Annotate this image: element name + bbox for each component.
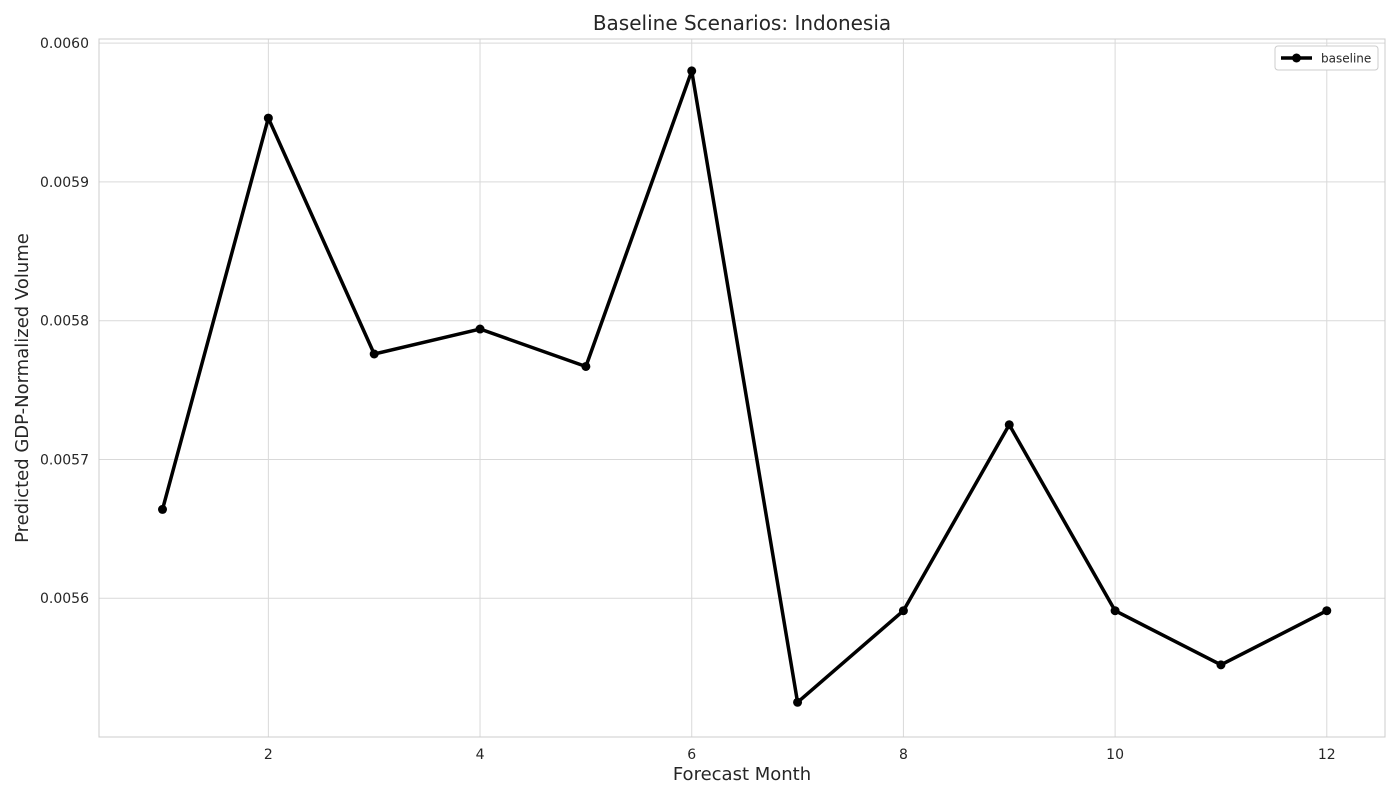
x-axis-title: Forecast Month: [673, 764, 811, 785]
legend: baseline: [1274, 45, 1379, 71]
x-tick-label: 4: [476, 747, 485, 763]
y-tick-label: 0.0056: [40, 591, 89, 607]
data-point: [263, 113, 273, 123]
data-point: [1322, 606, 1332, 616]
x-tick-label: 12: [1318, 747, 1336, 763]
data-point: [1004, 420, 1014, 430]
y-tick-label: 0.0057: [40, 452, 89, 468]
y-axis-title: Predicted GDP-Normalized Volume: [12, 233, 33, 543]
data-point: [1216, 660, 1226, 670]
data-point: [793, 697, 803, 707]
y-tick-label: 0.0059: [40, 175, 89, 191]
y-tick-label: 0.0060: [40, 36, 89, 52]
data-point: [581, 361, 591, 371]
plot-frame: [98, 38, 1386, 738]
x-tick-label: 2: [264, 747, 273, 763]
data-point: [1110, 606, 1120, 616]
series-line-baseline: [160, 69, 1329, 705]
data-point: [475, 324, 485, 334]
grid-layer: [99, 39, 1385, 737]
legend-marker: [1292, 53, 1301, 63]
data-point: [898, 606, 908, 616]
tick-layer: 2 4 6 8 10 12 0.0056 0.0057 0.0058 0.0059 0.0060: [40, 36, 1336, 763]
data-point: [158, 504, 168, 514]
x-tick-label: 10: [1106, 747, 1124, 763]
chart-title: Baseline Scenarios: Indonesia: [593, 11, 891, 35]
legend-box: [1274, 45, 1379, 71]
series-layer: [158, 66, 1332, 707]
data-point: [687, 66, 697, 76]
y-tick-label: 0.0058: [40, 314, 89, 330]
legend-label: baseline: [1321, 52, 1371, 66]
x-tick-label: 6: [687, 747, 696, 763]
x-tick-label: 8: [899, 747, 908, 763]
data-point: [369, 349, 379, 359]
